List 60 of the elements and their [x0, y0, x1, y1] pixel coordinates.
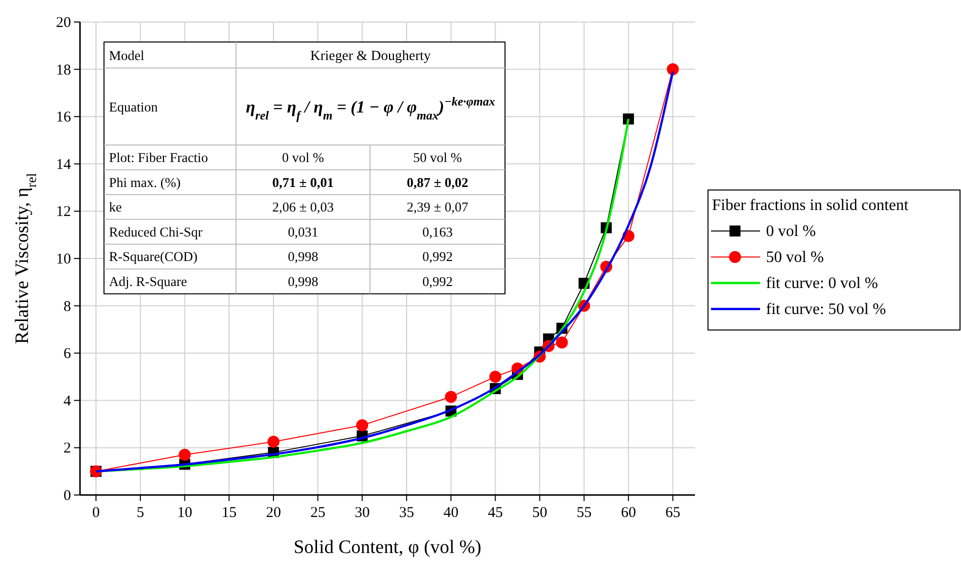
x-tick-label: 40: [443, 505, 458, 521]
y-tick-label: 18: [56, 62, 71, 78]
annotation: ke: [109, 200, 122, 215]
annotation: Reduced Chi-Sqr: [109, 224, 203, 240]
annotation: 50 vol %: [413, 150, 462, 165]
annotation: 0,87 ± 0,02: [406, 174, 468, 190]
x-tick-label: 50: [532, 505, 548, 521]
y-tick-label: 14: [56, 156, 72, 173]
x-tick-label: 55: [576, 505, 592, 521]
annotation: 2,06 ± 0,03: [272, 200, 334, 215]
x-tick-label: 25: [310, 505, 326, 521]
x-tick-label: 35: [399, 505, 414, 521]
y-tick-label: 12: [56, 204, 71, 220]
annotation: 2,39 ± 0,07: [406, 200, 468, 215]
annotation: Phi max. (%): [109, 174, 181, 190]
y-tick-label: 10: [56, 252, 71, 268]
annotation: 0,992: [422, 249, 453, 264]
annotation: 0,998: [288, 274, 318, 289]
annotation: 0,992: [422, 274, 453, 289]
annotation: 0,998: [288, 249, 318, 264]
x-axis-title: Solid Content, φ (vol %): [294, 537, 482, 558]
x-tick-label: 20: [266, 505, 281, 521]
annotation: 0,71 ± 0,01: [272, 174, 334, 190]
point: [556, 336, 568, 348]
annotation: Equation: [109, 100, 158, 114]
annotation: Model: [109, 48, 144, 63]
annotation: 0,163: [422, 224, 453, 240]
x-tick-label: 45: [488, 505, 503, 521]
y-tick-label: 2: [64, 440, 71, 457]
x-tick-label: 0: [92, 505, 100, 521]
legend-label: fit curve: 50 vol %: [766, 301, 886, 318]
point: [267, 436, 280, 448]
legend-title: Fiber fractions in solid content: [712, 197, 909, 214]
legend-label: fit curve: 0 vol %: [766, 275, 878, 292]
y-tick-label: 4: [64, 393, 72, 410]
annotation: 0,031: [288, 224, 318, 240]
x-tick-label: 10: [177, 505, 192, 521]
y-tick-label: 20: [56, 15, 71, 31]
x-tick-label: 15: [222, 505, 237, 521]
y-tick-label: 8: [64, 298, 71, 315]
x-tick-label: 5: [136, 505, 144, 521]
point: [356, 419, 368, 432]
point: [178, 448, 191, 461]
annotation: Krieger & Dougherty: [310, 49, 431, 64]
annotation: Plot: Fiber Fractio: [109, 150, 208, 165]
legend-label: 50 vol %: [766, 249, 824, 266]
y-tick-label: 6: [64, 346, 72, 362]
point: [666, 63, 679, 76]
x-tick-label: 60: [620, 505, 636, 521]
legend-label: 0 vol %: [766, 223, 816, 240]
x-tick-label: 65: [665, 505, 680, 521]
text: η$_{rel}$ = η$_{f}$ / η$_{m}$ = (1 − φ / φ$_{max}$)$^{−ke·φmax}$: [246, 94, 496, 122]
annotation: Adj. R-Square: [109, 274, 187, 289]
point: [444, 390, 457, 403]
annotation: 0 vol %: [282, 150, 324, 165]
x-tick-label: 30: [354, 505, 370, 521]
point: [489, 370, 502, 383]
annotation: R-Square(COD): [109, 249, 198, 264]
y-tick-label: 0: [64, 488, 71, 504]
y-tick-label: 16: [56, 110, 72, 126]
